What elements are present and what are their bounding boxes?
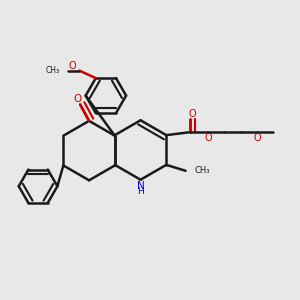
Text: CH₃: CH₃: [46, 66, 60, 75]
Text: O: O: [189, 109, 196, 119]
Text: O: O: [73, 94, 81, 104]
Text: H: H: [137, 187, 144, 196]
Text: O: O: [204, 133, 212, 142]
Text: O: O: [253, 133, 261, 142]
Text: O: O: [68, 61, 76, 71]
Text: CH₃: CH₃: [194, 166, 210, 175]
Text: N: N: [137, 181, 144, 191]
